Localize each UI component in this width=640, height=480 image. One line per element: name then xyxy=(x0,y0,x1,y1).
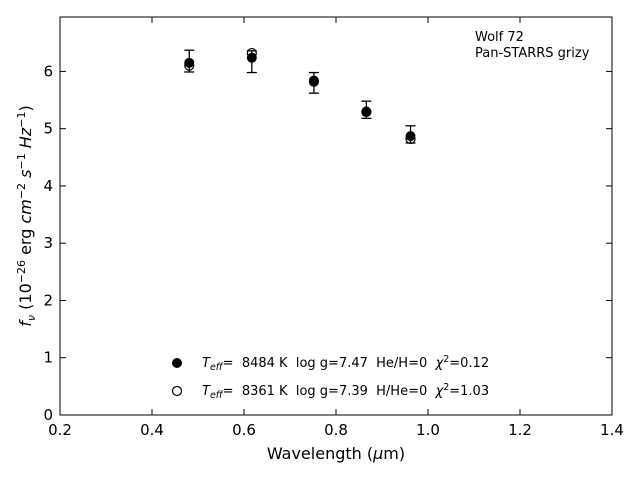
x-tick-label: 1.4 xyxy=(600,421,624,439)
y-tick-label: 0 xyxy=(43,406,53,424)
filled-circle-point xyxy=(405,131,416,142)
open-circle-point xyxy=(405,133,416,145)
y-axis-ticks: 0 1 2 3 4 5 6 xyxy=(43,62,612,424)
series-filled-circles xyxy=(184,52,416,142)
y-tick-label: 1 xyxy=(43,349,53,367)
legend-entry-2: Teff= 8361 K log g=7.39 H/He=0 χ2=1.03 xyxy=(202,382,489,401)
x-tick-label: 0.4 xyxy=(140,421,164,439)
observed-error-bars xyxy=(184,49,416,144)
open-circle-point xyxy=(361,106,372,118)
legend-marker-filled xyxy=(172,358,182,368)
y-tick-label: 4 xyxy=(43,177,53,195)
filled-circle-point xyxy=(184,57,195,68)
x-axis-ticks: 0.2 0.4 0.6 0.8 1.0 1.2 1.4 xyxy=(48,17,624,439)
series-open-circles xyxy=(184,47,416,145)
open-circle-point xyxy=(184,60,195,71)
x-tick-label: 0.6 xyxy=(232,421,256,439)
annotation-star-name: Wolf 72 xyxy=(475,30,524,45)
open-circle-point xyxy=(246,47,257,59)
x-tick-label: 0.2 xyxy=(48,421,72,439)
x-tick-label: 0.8 xyxy=(324,421,348,439)
x-tick-label: 1.2 xyxy=(508,421,532,439)
x-tick-label: 1.0 xyxy=(416,421,440,439)
y-axis-title: fν (10−26 erg cm−2 s−1 Hz−1) xyxy=(15,105,38,326)
y-tick-label: 5 xyxy=(43,120,53,138)
legend-marker-open xyxy=(171,385,183,397)
open-circle-point xyxy=(308,76,320,87)
legend-entry-1: Teff= 8484 K log g=7.47 He/H=0 χ2=0.12 xyxy=(202,354,489,373)
y-tick-label: 3 xyxy=(43,234,53,252)
y-tick-label: 6 xyxy=(43,62,53,80)
legend: Teff= 8484 K log g=7.47 He/H=0 χ2=0.12 T… xyxy=(171,354,489,401)
y-tick-label: 2 xyxy=(43,291,53,309)
x-axis-title: Wavelength (μm) xyxy=(267,444,405,463)
annotation-filter-set: Pan-STARRS grizy xyxy=(475,46,590,61)
